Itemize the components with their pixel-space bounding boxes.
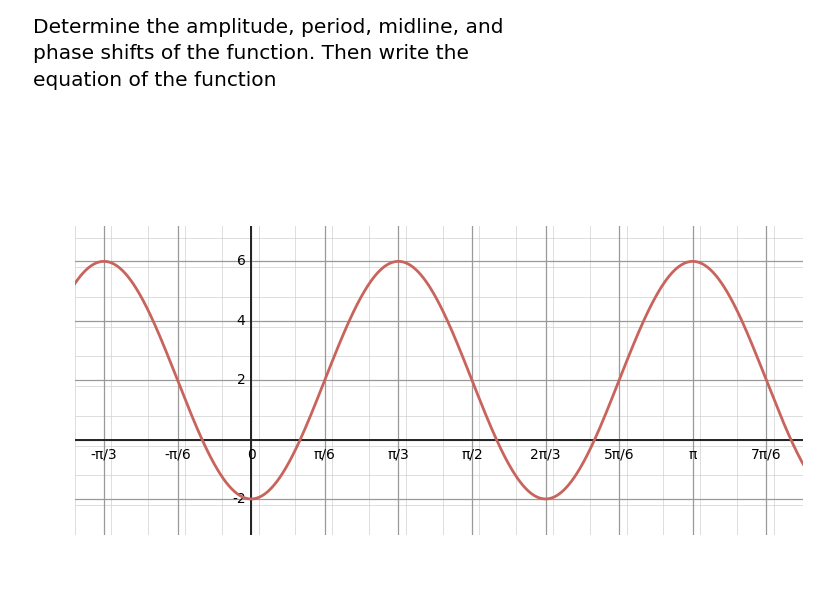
Text: -2: -2 <box>232 492 246 506</box>
Text: -π/6: -π/6 <box>164 448 191 462</box>
Text: π/6: π/6 <box>313 448 335 462</box>
Text: Determine the amplitude, period, midline, and
phase shifts of the function. Then: Determine the amplitude, period, midline… <box>33 18 503 90</box>
Text: π: π <box>688 448 696 462</box>
Text: 0: 0 <box>246 448 256 462</box>
Text: 2π/3: 2π/3 <box>529 448 560 462</box>
Text: -π/3: -π/3 <box>90 448 117 462</box>
Text: 5π/6: 5π/6 <box>603 448 633 462</box>
Text: π/3: π/3 <box>387 448 409 462</box>
Text: 2: 2 <box>237 373 246 387</box>
Text: 4: 4 <box>237 314 246 328</box>
Text: 7π/6: 7π/6 <box>750 448 781 462</box>
Text: 6: 6 <box>237 254 246 268</box>
Text: π/2: π/2 <box>461 448 482 462</box>
